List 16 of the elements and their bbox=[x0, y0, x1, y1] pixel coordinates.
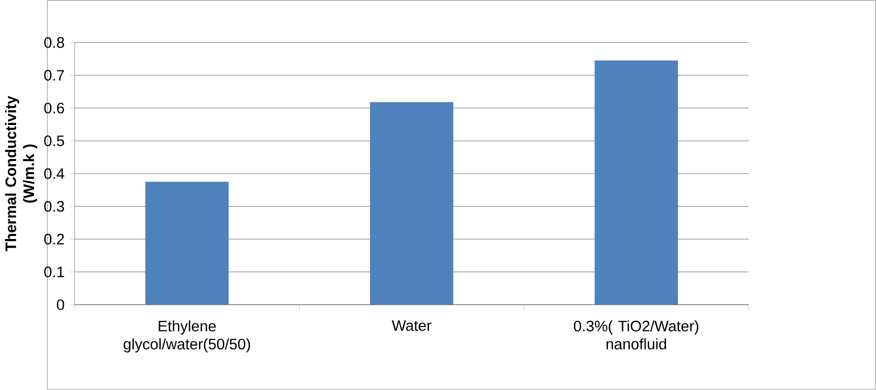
y-tick-label: 0.6 bbox=[44, 102, 64, 114]
bar bbox=[370, 102, 454, 305]
y-tick-label: 0.2 bbox=[44, 234, 64, 245]
x-tick-label: Water bbox=[392, 320, 432, 332]
y-axis-title: Thermal Conductivity (W/m.k ) bbox=[5, 96, 38, 252]
y-tick-label: 0.4 bbox=[44, 168, 64, 180]
x-tick-label: Ethylene glycol/water(50/50) bbox=[124, 320, 250, 353]
y-tick-label: 0.1 bbox=[44, 266, 64, 278]
y-tick-label: 0.5 bbox=[44, 136, 64, 146]
bar bbox=[594, 60, 678, 305]
y-tick-label: 0.8 bbox=[44, 37, 64, 48]
y-tick-label: 0.7 bbox=[44, 70, 64, 81]
bar bbox=[145, 182, 229, 305]
y-tick-label: 0 bbox=[56, 299, 64, 310]
y-tick-label: 0.3 bbox=[44, 201, 64, 212]
x-tick-label: 0.3%( TiO2/Water) nanofluid bbox=[574, 320, 698, 350]
